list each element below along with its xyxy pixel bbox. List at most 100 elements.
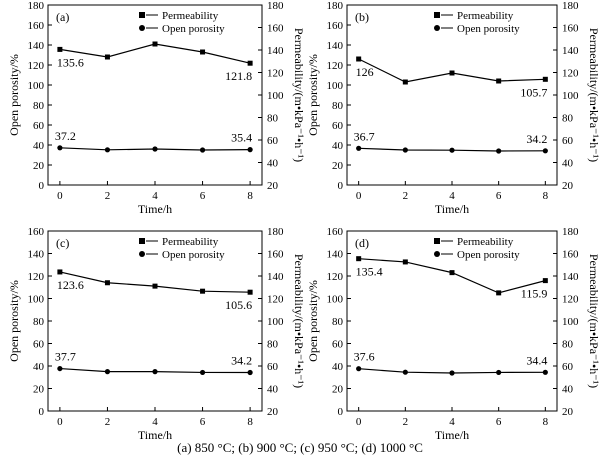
- left-tick-label: 20: [332, 160, 344, 172]
- data-point-circle: [496, 369, 502, 376]
- x-tick-label: 6: [200, 190, 206, 202]
- legend-square-marker: [139, 238, 145, 244]
- x-axis-label: Time/h: [435, 202, 469, 216]
- data-point-circle: [542, 148, 548, 154]
- right-axis-label: Permeability/(m•kPa⁻¹•h⁻¹): [587, 28, 600, 162]
- right-tick-label: 180: [267, 226, 284, 238]
- data-point-circle: [152, 369, 158, 375]
- right-tick-label: 80: [562, 339, 574, 351]
- legend-entry: Open porosity: [434, 23, 520, 35]
- right-tick-label: 20: [267, 180, 279, 192]
- legend-label: Open porosity: [457, 23, 520, 35]
- left-tick-label: 100: [28, 294, 45, 306]
- x-tick-label: 8: [247, 416, 253, 428]
- data-point-circle: [199, 147, 206, 153]
- right-tick-label: 40: [562, 158, 574, 170]
- x-tick-label: 0: [57, 190, 63, 202]
- data-point-circle: [449, 147, 455, 153]
- data-label-por-last: 34.4: [526, 353, 547, 367]
- data-point-square: [200, 49, 206, 55]
- data-label-perm-last: 105.7: [520, 85, 547, 99]
- left-axis-label: Open porosity/%: [306, 280, 320, 362]
- left-tick-label: 160: [327, 20, 344, 32]
- data-point-square: [57, 269, 63, 275]
- right-tick-label: 140: [562, 45, 579, 57]
- data-point-square: [356, 56, 362, 62]
- data-point-circle: [496, 148, 502, 154]
- panel-b: 0204060801001201401601802040608010012014…: [306, 0, 600, 216]
- legend-entry: Permeability: [434, 236, 514, 248]
- legend-entry: Open porosity: [139, 249, 225, 261]
- data-point-circle: [542, 369, 548, 375]
- x-tick-label: 4: [449, 416, 455, 428]
- x-tick-label: 8: [543, 416, 549, 428]
- right-tick-label: 60: [562, 361, 574, 373]
- left-tick-label: 140: [28, 40, 45, 52]
- plot-frame: [47, 4, 263, 186]
- left-tick-label: 120: [28, 271, 45, 283]
- x-tick-label: 2: [403, 416, 409, 428]
- data-point-square: [152, 41, 158, 47]
- left-tick-label: 0: [39, 180, 45, 192]
- data-label-perm-first: 126: [356, 65, 374, 79]
- data-label-por-first: 37.7: [55, 350, 76, 364]
- x-tick-label: 4: [449, 190, 455, 202]
- left-tick-label: 180: [327, 0, 344, 12]
- left-tick-label: 140: [327, 249, 344, 261]
- data-point-circle: [356, 366, 362, 372]
- x-tick-label: 0: [57, 416, 63, 428]
- data-label-perm-last: 121.8: [225, 69, 252, 83]
- left-tick-label: 0: [338, 180, 344, 192]
- left-tick-label: 80: [33, 100, 45, 112]
- left-tick-label: 60: [332, 339, 344, 351]
- right-tick-label: 120: [562, 68, 579, 80]
- left-axis-label: Open porosity/%: [7, 54, 21, 136]
- right-tick-label: 160: [562, 249, 579, 261]
- data-point-square: [542, 76, 548, 82]
- x-tick-label: 0: [356, 416, 362, 428]
- legend-label: Permeability: [162, 236, 219, 248]
- data-point-circle: [104, 147, 111, 153]
- right-tick-label: 140: [267, 45, 284, 57]
- right-tick-label: 80: [267, 113, 279, 125]
- right-tick-label: 20: [562, 406, 574, 418]
- data-label-por-first: 37.2: [55, 129, 76, 143]
- legend-entry: Open porosity: [139, 23, 225, 35]
- right-tick-label: 100: [267, 316, 284, 328]
- x-tick-label: 6: [496, 190, 502, 202]
- x-axis-label: Time/h: [138, 428, 172, 442]
- legend-entry: Permeability: [139, 236, 219, 248]
- data-point-circle: [402, 369, 408, 375]
- left-tick-label: 60: [332, 120, 344, 132]
- plot-frame: [47, 230, 263, 412]
- right-tick-label: 160: [562, 23, 579, 35]
- right-tick-label: 40: [267, 158, 279, 170]
- legend-square-marker: [139, 12, 145, 18]
- left-tick-label: 160: [28, 226, 45, 238]
- left-tick-label: 40: [33, 140, 45, 152]
- data-point-square: [402, 79, 408, 85]
- right-tick-label: 120: [562, 294, 579, 306]
- left-tick-label: 120: [327, 271, 344, 283]
- legend-label: Permeability: [162, 10, 219, 22]
- right-axis-label: Permeability/(m•kPa⁻¹•h⁻¹): [292, 28, 306, 162]
- data-point-circle: [449, 370, 455, 376]
- left-tick-label: 40: [332, 361, 344, 373]
- data-label-perm-last: 115.9: [521, 287, 548, 301]
- data-point-circle: [57, 145, 63, 151]
- data-point-square: [449, 70, 455, 76]
- x-tick-label: 0: [356, 190, 362, 202]
- right-tick-label: 120: [267, 294, 284, 306]
- panel-d: 0204060801001201401602040608010012014016…: [306, 226, 600, 442]
- data-label-por-first: 36.7: [354, 129, 375, 143]
- data-point-square: [356, 256, 362, 262]
- legend-entry: Open porosity: [434, 249, 520, 261]
- data-point-square: [542, 278, 548, 284]
- left-tick-label: 60: [33, 339, 45, 351]
- x-axis-label: Time/h: [138, 202, 172, 216]
- panel-label: (b): [355, 10, 369, 24]
- right-axis-label: Permeability/(m•kPa⁻¹•h⁻¹): [292, 254, 306, 388]
- x-tick-label: 8: [543, 190, 549, 202]
- figure-caption: (a) 850 °C; (b) 900 °C; (c) 950 °C; (d) …: [177, 440, 423, 455]
